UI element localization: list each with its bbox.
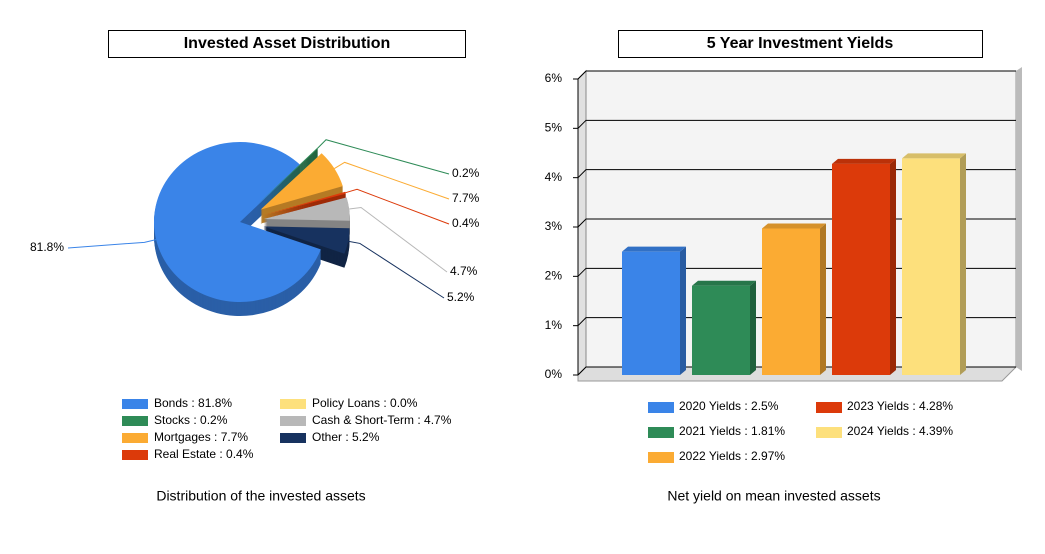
legend-swatch [122, 416, 148, 426]
data-label: 7.7% [452, 191, 480, 205]
grid-line [577, 119, 1016, 129]
leader-line [334, 161, 450, 200]
title-box [618, 30, 983, 58]
y-tick-label: 5% [545, 121, 563, 135]
bar-top [902, 153, 966, 159]
legend-label: Real Estate : 0.4% [154, 447, 254, 461]
bar [902, 158, 960, 375]
bar [832, 163, 890, 375]
data-label: 0.2% [452, 166, 480, 180]
legend-label: 2021 Yields : 1.81% [679, 424, 785, 438]
y-tick-label: 4% [545, 170, 563, 184]
slice-side [263, 195, 346, 218]
legend-swatch [280, 399, 306, 409]
legend-swatch [648, 427, 674, 438]
slice-side [256, 155, 318, 213]
slice-side [256, 150, 318, 208]
data-label: 0.4% [452, 216, 480, 230]
chart-title: 5 Year Investment Yields [707, 35, 894, 52]
slice-side [256, 151, 318, 209]
slice-side [256, 154, 318, 212]
leader-line [67, 239, 157, 249]
slice-side [263, 196, 346, 219]
legend-label: Policy Loans : 0.0% [312, 396, 418, 410]
legend-label: Mortgages : 7.7% [154, 430, 248, 444]
slice [260, 153, 343, 210]
data-label: 4.7% [450, 264, 478, 278]
legend-swatch [816, 427, 842, 438]
slice [263, 226, 350, 254]
leader-line [317, 139, 450, 175]
legend-swatch [816, 402, 842, 413]
caption: Net yield on mean invested assets [667, 488, 880, 504]
y-tick-label: 6% [545, 71, 563, 85]
legend-label: Other : 5.2% [312, 430, 380, 444]
caption: Distribution of the invested assets [156, 488, 365, 504]
grid-line [577, 70, 1016, 80]
legend-swatch [280, 416, 306, 426]
legend-swatch [122, 450, 148, 460]
legend-label: Cash & Short-Term : 4.7% [312, 413, 452, 427]
bar-top [622, 246, 686, 252]
bar-top [832, 158, 896, 164]
legend-label: 2024 Yields : 4.39% [847, 424, 953, 438]
bar-top [762, 223, 826, 229]
bar [762, 228, 820, 375]
data-label: 81.8% [30, 240, 64, 254]
y-tick-label: 0% [545, 367, 563, 381]
slice-side [256, 152, 318, 210]
bar [622, 251, 680, 375]
bar-side [960, 153, 966, 375]
legend-label: 2023 Yields : 4.28% [847, 399, 953, 413]
slice-side [256, 153, 318, 211]
legend-swatch [122, 399, 148, 409]
right-wall [1016, 67, 1022, 371]
legend-swatch [280, 433, 306, 443]
legend-label: 2020 Yields : 2.5% [679, 399, 779, 413]
slice-side [263, 194, 346, 217]
slice [154, 142, 321, 303]
bar-side [890, 158, 896, 375]
legend-label: Bonds : 81.8% [154, 396, 232, 410]
legend-swatch [648, 452, 674, 463]
slice [263, 191, 346, 216]
leader-line [349, 206, 448, 273]
chart-title: Invested Asset Distribution [184, 35, 391, 52]
data-label: 5.2% [447, 290, 475, 304]
bar-side [750, 280, 756, 375]
legend-label: Stocks : 0.2% [154, 413, 228, 427]
legend-swatch [648, 402, 674, 413]
slice-side [256, 148, 318, 206]
legend-label: 2022 Yields : 2.97% [679, 449, 785, 463]
legend-swatch [122, 433, 148, 443]
y-tick-label: 1% [545, 318, 563, 332]
bar [692, 285, 750, 375]
leader-line [348, 240, 445, 299]
bar-top [692, 280, 756, 286]
slice [256, 147, 318, 205]
title-box [108, 30, 466, 58]
slice [263, 193, 346, 216]
slice-side [256, 149, 318, 207]
bar-side [680, 246, 686, 375]
leader-line [345, 188, 450, 225]
y-tick-label: 2% [545, 269, 563, 283]
bar-side [820, 223, 826, 375]
slice [263, 197, 350, 221]
y-tick-label: 3% [545, 219, 563, 233]
